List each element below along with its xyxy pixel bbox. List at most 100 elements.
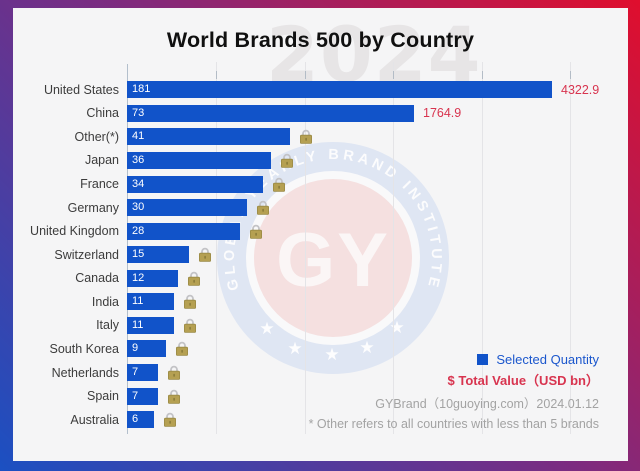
- bar-track: 34: [127, 175, 628, 193]
- bar-track: 6: [127, 411, 628, 429]
- bar-track: 36: [127, 151, 628, 169]
- bar-row: Spain 7: [13, 384, 628, 408]
- bar-track: 73 1764.9: [127, 104, 628, 122]
- quantity-value: 73: [132, 106, 145, 119]
- lock-icon: [175, 342, 188, 357]
- country-label: Switzerland: [54, 247, 119, 262]
- quantity-value: 36: [132, 153, 145, 166]
- bar-row: Switzerland 15: [13, 243, 628, 267]
- quantity-bar: 30: [127, 199, 247, 217]
- bar-row: Australia 6: [13, 408, 628, 432]
- country-label: Japan: [84, 153, 119, 168]
- lock-icon: [167, 365, 180, 380]
- gridline: [216, 62, 217, 434]
- bar-track: 11: [127, 293, 628, 311]
- quantity-value: 181: [132, 83, 151, 96]
- lock-icon: [163, 412, 176, 427]
- quantity-bar: 12: [127, 269, 178, 287]
- quantity-bar: 7: [127, 364, 158, 382]
- gridline: [305, 62, 306, 434]
- bar-row: Japan 36: [13, 149, 628, 173]
- country-label: United Kingdom: [30, 224, 119, 239]
- country-label: India: [91, 294, 119, 309]
- axis-tick: [482, 71, 483, 79]
- gridline: [482, 62, 483, 434]
- country-label: Germany: [67, 200, 119, 215]
- bar-row: France 34: [13, 172, 628, 196]
- chart-panel: 2024 GY GLOBAL YEARLY BRAND INSTITUTE ★ …: [13, 8, 628, 461]
- lock-icon: [198, 247, 211, 263]
- bar-row: India 11: [13, 290, 628, 314]
- quantity-value: 6: [132, 413, 139, 426]
- lock-icon: [249, 224, 262, 239]
- bar-row: Netherlands 7: [13, 361, 628, 385]
- lock-icon: [256, 200, 269, 215]
- lock-icon: [167, 389, 180, 404]
- gridline: [393, 62, 394, 434]
- bar-row: China 73 1764.9: [13, 102, 628, 126]
- bar-track: 7: [127, 364, 628, 382]
- quantity-bar: 11: [127, 316, 174, 334]
- country-label: Canada: [75, 271, 119, 286]
- bar-track: 15: [127, 246, 628, 264]
- bar-track: 28: [127, 222, 628, 240]
- quantity-value: 34: [132, 177, 145, 190]
- chart-title: World Brands 500 by Country: [166, 28, 475, 52]
- legend-quantity-row: Selected Quantity: [309, 349, 599, 370]
- axis-tick: [393, 71, 394, 79]
- axis-tick: [216, 71, 217, 79]
- bar-rows: United States 181 4322.9 China 73 1764.9 Other…: [13, 78, 628, 431]
- legend: Selected Quantity $ Total Value（USD bn） …: [309, 349, 599, 434]
- bar-row: United Kingdom 28: [13, 219, 628, 243]
- bar-track: 12: [127, 269, 628, 287]
- quantity-value: 41: [132, 130, 145, 143]
- country-label: Spain: [87, 389, 119, 404]
- quantity-value: 28: [132, 224, 145, 237]
- bar-row: United States 181 4322.9: [13, 78, 628, 102]
- country-label: Netherlands: [51, 365, 119, 380]
- quantity-bar: 9: [127, 340, 166, 358]
- bar-track: 41: [127, 128, 628, 146]
- bar-track: 181 4322.9: [127, 81, 628, 99]
- bar-row: Canada 12: [13, 267, 628, 291]
- bar-row: Other(*) 41: [13, 125, 628, 149]
- quantity-bar: 41: [127, 128, 290, 146]
- lock-icon: [272, 177, 285, 192]
- country-label: Australia: [70, 412, 119, 427]
- quantity-value: 7: [132, 389, 139, 402]
- bar-track: 11: [127, 316, 628, 334]
- axis-tick: [570, 71, 571, 79]
- legend-quantity-label: Selected Quantity: [496, 352, 599, 367]
- lock-icon: [183, 295, 196, 310]
- quantity-value: 11: [132, 318, 144, 331]
- source-credit: GYBrand（10guoying.com）2024.01.12: [375, 397, 599, 411]
- quantity-value: 9: [132, 342, 139, 355]
- total-value-label: 1764.9: [423, 106, 462, 121]
- bar-row: Italy 11: [13, 314, 628, 338]
- legend-quantity-swatch: [477, 354, 489, 365]
- lock-icon: [299, 130, 312, 145]
- quantity-bar: 36: [127, 151, 271, 169]
- bar-track: 9: [127, 340, 628, 358]
- bar-track: 7: [127, 387, 628, 405]
- legend-value-label: $ Total Value（USD bn）: [447, 373, 599, 388]
- quantity-bar: 181: [127, 81, 552, 99]
- lock-icon: [183, 318, 196, 333]
- quantity-bar: 7: [127, 387, 158, 405]
- country-label: Italy: [96, 318, 119, 333]
- quantity-value: 7: [132, 366, 139, 379]
- country-label: United States: [43, 82, 119, 97]
- footnote: * Other refers to all countries with les…: [308, 417, 599, 431]
- lock-icon: [280, 153, 293, 168]
- gridline: [570, 62, 571, 434]
- quantity-bar: 34: [127, 175, 263, 193]
- quantity-bar: 15: [127, 246, 189, 264]
- quantity-bar: 11: [127, 293, 174, 311]
- total-value-label: 4322.9: [561, 82, 600, 97]
- quantity-value: 12: [132, 271, 145, 284]
- quantity-value: 15: [132, 248, 145, 261]
- country-label: South Korea: [49, 341, 120, 356]
- quantity-value: 11: [132, 295, 144, 308]
- quantity-bar: 73: [127, 104, 414, 122]
